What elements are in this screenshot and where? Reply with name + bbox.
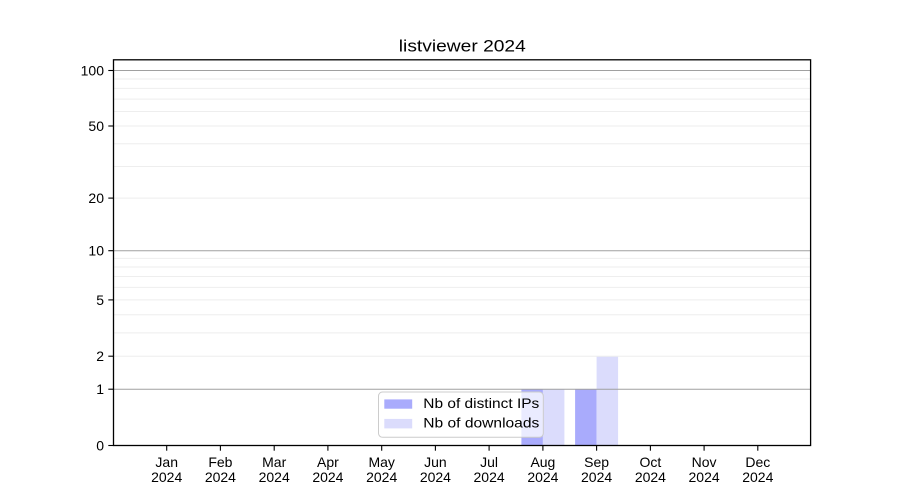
- svg-text:50: 50: [88, 118, 104, 134]
- svg-text:20: 20: [88, 190, 104, 206]
- svg-text:listviewer 2024: listviewer 2024: [399, 37, 526, 56]
- svg-text:Aug: Aug: [530, 454, 555, 470]
- svg-text:2024: 2024: [259, 469, 290, 485]
- svg-text:Nb of downloads: Nb of downloads: [423, 415, 539, 431]
- svg-text:May: May: [368, 454, 394, 470]
- svg-text:Nb of distinct IPs: Nb of distinct IPs: [423, 395, 539, 411]
- svg-text:Jul: Jul: [480, 454, 498, 470]
- svg-text:2024: 2024: [689, 469, 720, 485]
- svg-text:Mar: Mar: [262, 454, 286, 470]
- svg-text:2024: 2024: [312, 469, 343, 485]
- svg-text:2024: 2024: [635, 469, 666, 485]
- svg-text:Dec: Dec: [745, 454, 770, 470]
- svg-text:2024: 2024: [581, 469, 612, 485]
- svg-text:Jun: Jun: [424, 454, 447, 470]
- svg-text:2024: 2024: [474, 469, 505, 485]
- svg-text:2024: 2024: [205, 469, 236, 485]
- svg-text:Feb: Feb: [208, 454, 232, 470]
- svg-text:Oct: Oct: [640, 454, 662, 470]
- svg-text:2: 2: [96, 348, 104, 364]
- svg-text:2024: 2024: [366, 469, 397, 485]
- svg-text:0: 0: [96, 438, 104, 454]
- svg-text:5: 5: [96, 292, 104, 308]
- svg-text:2024: 2024: [742, 469, 773, 485]
- svg-text:2024: 2024: [151, 469, 182, 485]
- svg-text:2024: 2024: [527, 469, 558, 485]
- svg-text:Sep: Sep: [584, 454, 609, 470]
- svg-text:10: 10: [88, 243, 104, 259]
- svg-text:1: 1: [96, 381, 104, 397]
- svg-text:Nov: Nov: [692, 454, 717, 470]
- svg-text:Jan: Jan: [155, 454, 178, 470]
- svg-text:Apr: Apr: [317, 454, 339, 470]
- svg-text:2024: 2024: [420, 469, 451, 485]
- svg-text:100: 100: [81, 63, 105, 79]
